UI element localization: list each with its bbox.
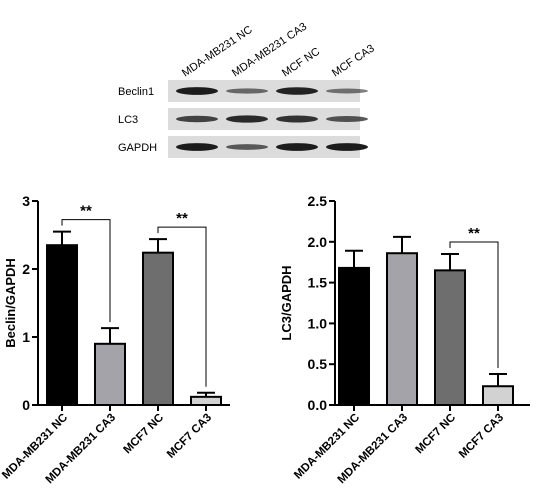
y-tick-label: 0.0 <box>308 397 328 413</box>
y-tick-label: 0 <box>22 397 30 413</box>
significance-bracket <box>61 219 111 323</box>
blot-band <box>276 87 318 95</box>
bar <box>190 395 222 406</box>
blot-band <box>326 116 368 122</box>
category-label: MCF7 NC <box>413 412 458 457</box>
bar <box>386 252 418 406</box>
blot-band <box>326 88 368 94</box>
y-tick-label: 2.5 <box>308 193 328 209</box>
blot-row-label: Beclin1 <box>118 86 154 98</box>
blot-band <box>176 115 218 123</box>
blot-band <box>176 87 218 95</box>
y-axis-title: Beclin/GAPDH <box>3 258 18 348</box>
bar <box>482 385 514 406</box>
category-label: MCF7 CA3 <box>457 412 506 461</box>
blot-lane-label: MCF NC <box>280 46 322 80</box>
y-tick-label: 3 <box>22 193 30 209</box>
bar <box>46 244 78 406</box>
blot-band <box>176 143 218 151</box>
blot-lane-label: MCF CA3 <box>330 43 377 80</box>
category-label: MCF7 NC <box>121 412 166 457</box>
blot-band <box>276 143 318 151</box>
y-tick-label: 1.5 <box>308 275 328 291</box>
category-label: MCF7 CA3 <box>165 412 214 461</box>
y-tick-label: 2.0 <box>308 234 328 250</box>
significance-label: ** <box>468 225 480 242</box>
blot-band <box>226 144 268 150</box>
significance-bracket <box>157 226 207 387</box>
blot-row-label: LC3 <box>118 114 138 126</box>
blot-band <box>226 115 268 123</box>
blot-row-label: GAPDH <box>118 142 157 154</box>
y-tick-label: 2 <box>22 261 30 277</box>
bar <box>338 266 370 406</box>
blot-band <box>326 143 368 151</box>
y-tick-label: 1 <box>22 329 30 345</box>
blot-band <box>226 88 268 94</box>
significance-label: ** <box>176 210 188 227</box>
bar <box>94 342 126 406</box>
y-axis-title: LC3/GAPDH <box>279 265 294 340</box>
blot-band <box>276 115 318 123</box>
bar <box>434 269 466 406</box>
significance-label: ** <box>80 203 92 220</box>
significance-bracket <box>449 241 499 368</box>
bar <box>142 251 174 406</box>
y-tick-label: 0.5 <box>308 356 328 372</box>
y-tick-label: 1.0 <box>308 315 328 331</box>
